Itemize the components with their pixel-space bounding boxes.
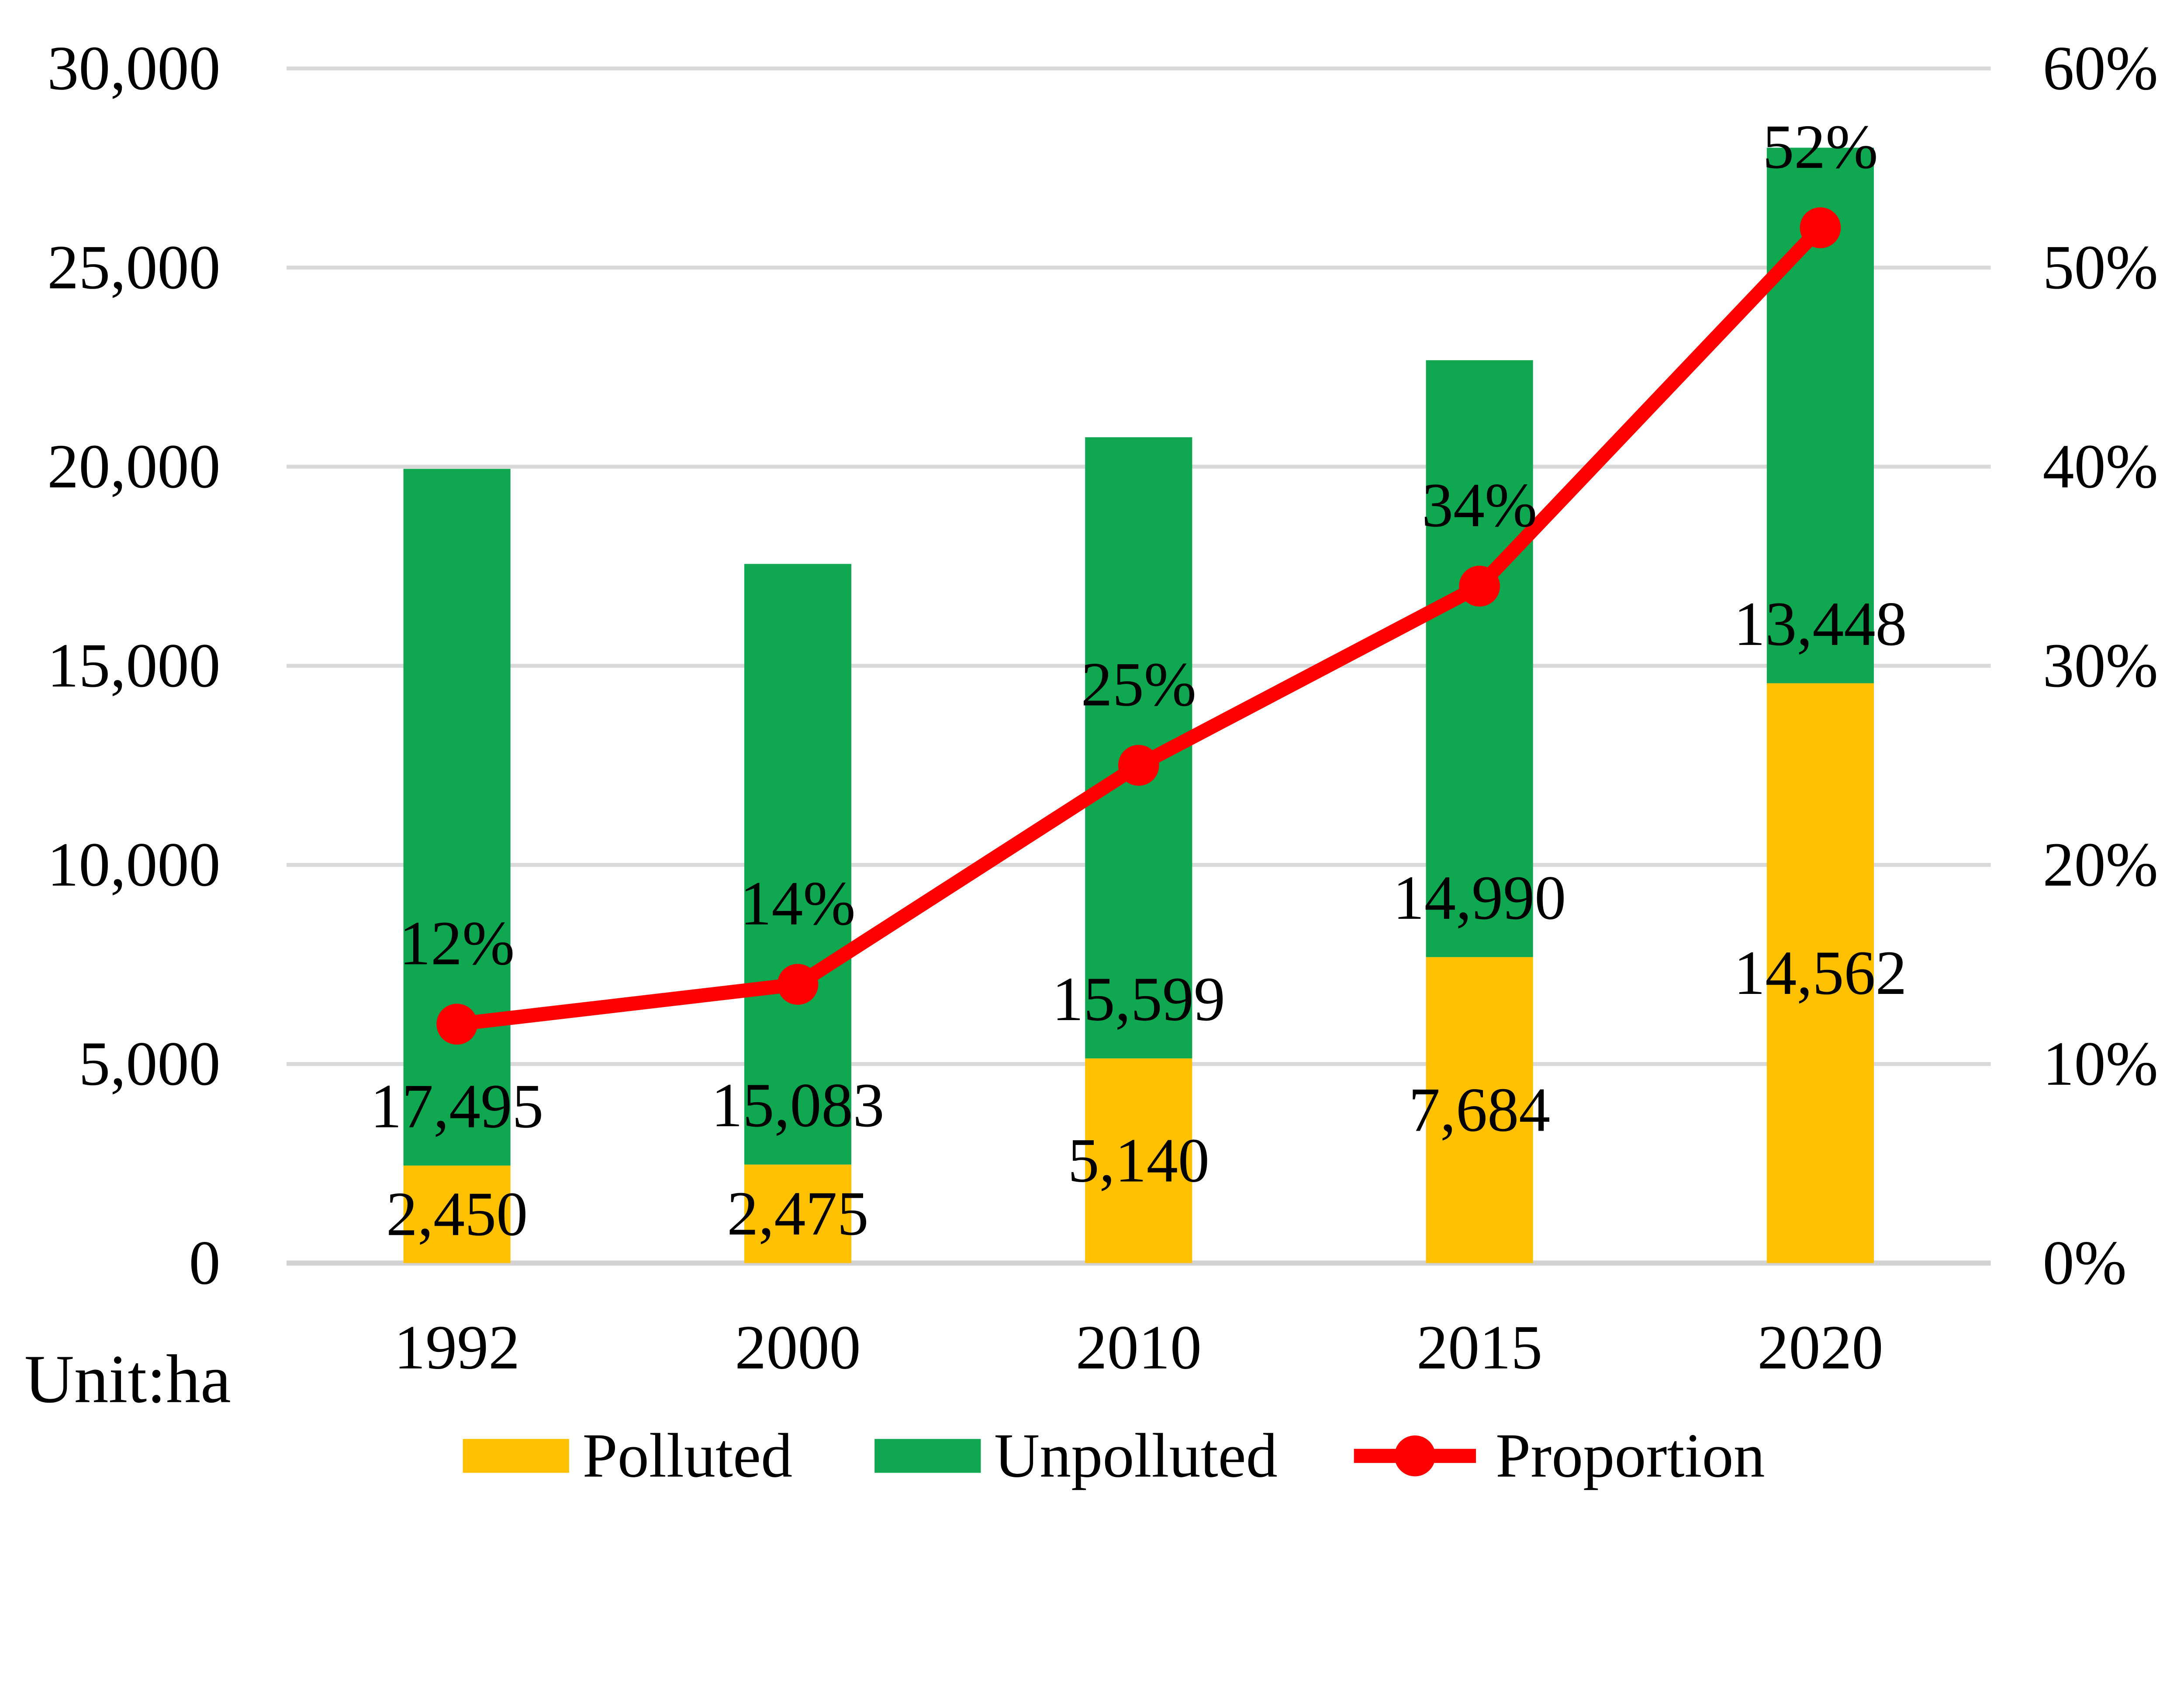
proportion-data-label: 34%	[1422, 471, 1537, 540]
unpolluted-data-label: 13,448	[1734, 590, 1907, 659]
left-axis-tick: 15,000	[47, 631, 220, 700]
right-axis-tick: 30%	[2043, 631, 2158, 700]
right-axis-tick: 20%	[2043, 830, 2158, 900]
legend-item-proportion[interactable]: Proportion	[1354, 1421, 1765, 1490]
bar-segment-polluted-2000[interactable]	[744, 1164, 852, 1263]
bar-segment-unpolluted-2000[interactable]	[744, 564, 852, 1165]
proportion-data-label: 25%	[1081, 650, 1196, 719]
right-axis-tick: 10%	[2043, 1029, 2158, 1099]
proportion-marker-1992[interactable]	[436, 1004, 477, 1045]
chart-root: 2,450 17,495 12% 2,475 15,083 14% 5,140 15,599 2…	[24, 34, 2158, 1491]
legend-swatch-polluted	[463, 1439, 569, 1473]
polluted-data-label: 2,450	[386, 1179, 528, 1249]
polluted-unpolluted-proportion-chart: 2,450 17,495 12% 2,475 15,083 14% 5,140 15,599 2…	[24, 34, 2158, 1491]
bar-segment-unpolluted-1992[interactable]	[403, 469, 511, 1166]
proportion-data-label: 12%	[399, 909, 515, 978]
polluted-data-label: 5,140	[1068, 1126, 1209, 1196]
left-axis-tick: 0	[189, 1228, 221, 1298]
x-axis-label-2020: 2020	[1757, 1313, 1883, 1383]
x-axis-label-2010: 2010	[1076, 1313, 1202, 1383]
unit-label: Unit:ha	[24, 1341, 231, 1417]
polluted-data-label: 7,684	[1409, 1076, 1550, 1145]
proportion-marker-2020[interactable]	[1800, 207, 1841, 248]
unpolluted-data-label: 15,599	[1052, 965, 1225, 1034]
left-axis-tick: 30,000	[47, 34, 220, 103]
legend-marker-proportion	[1394, 1435, 1436, 1476]
bar-segment-polluted-1992[interactable]	[403, 1165, 511, 1263]
legend-label-unpolluted: Unpolluted	[994, 1421, 1278, 1490]
bar-segment-polluted-2015[interactable]	[1426, 957, 1533, 1263]
legend-item-polluted[interactable]: Polluted	[463, 1421, 792, 1490]
unpolluted-data-label: 15,083	[711, 1071, 884, 1140]
unpolluted-data-label: 17,495	[370, 1072, 543, 1141]
bar-segment-polluted-2020[interactable]	[1766, 683, 1874, 1263]
right-axis-tick: 40%	[2043, 432, 2158, 501]
right-axis-tick: 0%	[2043, 1228, 2127, 1298]
proportion-data-label: 52%	[1762, 112, 1878, 182]
x-axis-label-1992: 1992	[394, 1313, 520, 1383]
proportion-marker-2015[interactable]	[1459, 566, 1500, 607]
bar-segment-unpolluted-2015[interactable]	[1426, 360, 1533, 957]
left-axis-tick: 5,000	[79, 1029, 220, 1099]
legend-label-proportion: Proportion	[1496, 1421, 1765, 1490]
legend-swatch-unpolluted	[874, 1439, 981, 1473]
polluted-data-label: 2,475	[727, 1179, 868, 1248]
unpolluted-data-label: 14,990	[1393, 863, 1566, 933]
left-axis-tick: 25,000	[47, 233, 220, 302]
polluted-data-label: 14,562	[1734, 938, 1907, 1008]
legend-item-unpolluted[interactable]: Unpolluted	[874, 1421, 1278, 1490]
x-axis-label-2015: 2015	[1417, 1313, 1542, 1383]
proportion-marker-2000[interactable]	[777, 964, 819, 1005]
bar-segment-polluted-2010[interactable]	[1085, 1058, 1192, 1263]
left-axis-tick: 10,000	[47, 830, 220, 900]
x-axis-label-2000: 2000	[735, 1313, 860, 1383]
left-axis-tick: 20,000	[47, 432, 220, 501]
right-axis-tick: 60%	[2043, 34, 2158, 103]
right-axis-tick: 50%	[2043, 233, 2158, 302]
legend-label-polluted: Polluted	[583, 1421, 793, 1490]
proportion-marker-2010[interactable]	[1118, 745, 1159, 786]
proportion-data-label: 14%	[740, 869, 855, 938]
bars-group	[403, 148, 1874, 1263]
